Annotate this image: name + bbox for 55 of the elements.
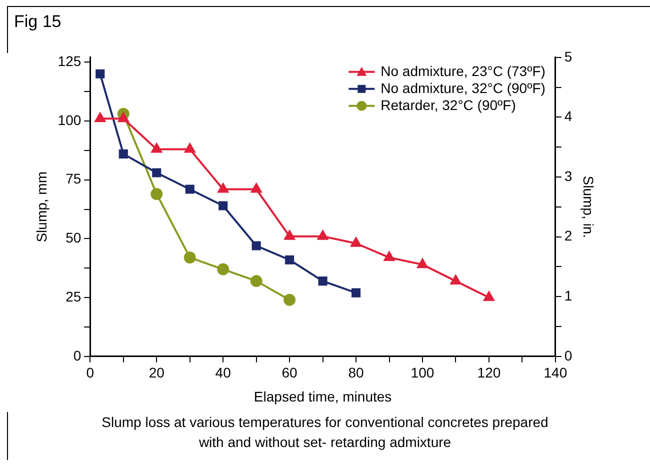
point: [285, 255, 294, 264]
point: [218, 183, 228, 193]
point: [151, 143, 162, 153]
point: [150, 188, 163, 200]
y2-tick-label: 5: [564, 48, 572, 64]
point: [250, 275, 262, 288]
x-tick-label: 0: [86, 364, 94, 381]
y-tick-label: 125: [58, 52, 82, 69]
y-tick-label: 25: [66, 288, 82, 304]
legend-label: Retarder, 32°C (90ºF): [380, 96, 516, 113]
y-tick-label: 100: [58, 112, 82, 128]
point: [317, 230, 328, 240]
y2-tick-label: 4: [564, 108, 572, 124]
x-tick-label: 60: [282, 364, 298, 381]
y2-axis-title: Slump, in.: [580, 176, 597, 238]
x-tick-label: 100: [410, 364, 434, 381]
point: [384, 252, 395, 262]
point: [184, 143, 196, 153]
point: [152, 168, 162, 178]
point: [94, 112, 106, 122]
point: [96, 69, 105, 78]
y2-tick-label: 0: [564, 347, 572, 364]
point: [185, 184, 194, 194]
x-axis-title: Elapsed time, minutes: [254, 388, 392, 404]
y2-tick-label: 3: [564, 168, 572, 184]
point: [250, 183, 262, 193]
text: Slump loss at various temperatures for conventional concretes prepared with and without set- retarding admixture: [100, 413, 550, 452]
point: [450, 275, 462, 285]
x-tick-label: 40: [215, 364, 232, 381]
point: [217, 263, 230, 276]
point: [284, 230, 295, 240]
x-tick-label: 80: [348, 364, 364, 381]
x-tick-label: 120: [477, 364, 501, 381]
y-tick-label: 0: [73, 347, 82, 364]
y-tick-label: 50: [66, 230, 82, 246]
point: [184, 252, 196, 264]
y2-tick-label: 1: [564, 287, 572, 304]
legend-label: No admixture, 23°C (73ºF): [380, 62, 546, 79]
chart-title: Fig 15: [14, 12, 62, 32]
y2-tick-label: 2: [564, 228, 572, 244]
point: [417, 258, 428, 268]
point: [218, 201, 228, 210]
y-tick-label: 75: [66, 170, 82, 187]
point: [484, 292, 494, 302]
point: [351, 288, 361, 298]
y-axis-title: Slump, mm: [33, 172, 50, 242]
point: [118, 112, 129, 122]
x-tick-label: 140: [544, 364, 568, 381]
point: [118, 149, 128, 158]
point: [252, 241, 261, 250]
point: [318, 276, 328, 286]
point: [350, 237, 362, 247]
x-tick-label: 20: [148, 364, 165, 381]
legend-label: No admixture, 32°C (90ºF): [380, 80, 546, 96]
point: [284, 294, 296, 306]
